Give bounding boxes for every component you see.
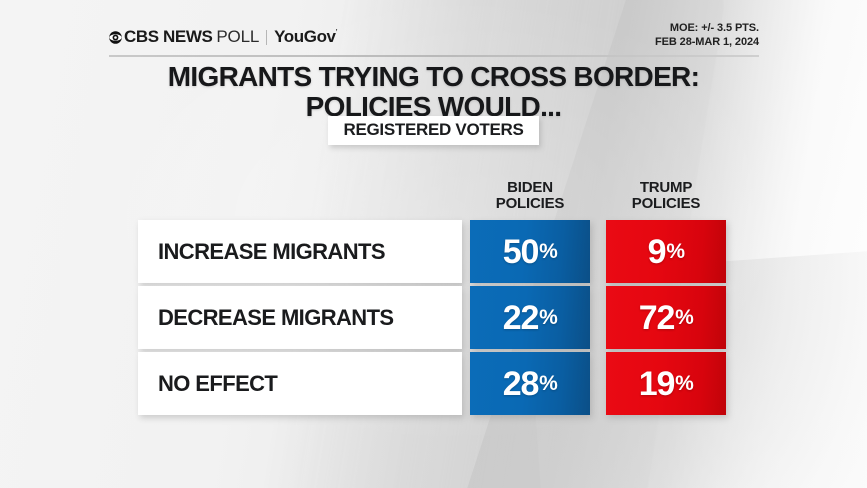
column-header-biden: BIDEN POLICIES: [470, 180, 590, 212]
margin-of-error-block: MOE: +/- 3.5 PTS. FEB 28-MAR 1, 2024: [655, 21, 759, 49]
results-table: INCREASE MIGRANTS 50% 9% DECREASE MIGRAN…: [138, 220, 726, 418]
registered-mark-icon: ’: [335, 27, 338, 38]
brand-divider: [266, 29, 268, 45]
row-value-trump-number: 9: [647, 232, 667, 271]
row-value-trump-percent-sign: %: [666, 239, 685, 263]
row-value-trump-percent-sign: %: [675, 305, 694, 329]
row-value-biden-percent-sign: %: [539, 305, 558, 329]
row-value-biden: 22%: [470, 286, 590, 349]
row-label: DECREASE MIGRANTS: [138, 286, 462, 349]
subtitle-container: REGISTERED VOTERS: [0, 116, 867, 145]
row-value-trump-percent-sign: %: [675, 371, 694, 395]
column-header-biden-line-2: POLICIES: [495, 195, 565, 212]
row-value-biden-number: 50: [502, 232, 540, 271]
header-divider: [109, 55, 759, 57]
brand-yougov-text: YouGov: [274, 27, 336, 46]
brand-poll: POLL: [216, 27, 260, 46]
subtitle-badge: REGISTERED VOTERS: [328, 116, 539, 145]
row-value-trump: 9%: [606, 220, 726, 283]
row-label: NO EFFECT: [138, 352, 462, 415]
cbs-eye-icon: [109, 30, 122, 44]
column-header-trump: TRUMP POLICIES: [606, 180, 726, 212]
row-value-biden: 50%: [470, 220, 590, 283]
page-title: MIGRANTS TRYING TO CROSS BORDER: POLICIE…: [0, 62, 867, 122]
brand-lockup: CBS NEWS POLL YouGov’: [109, 27, 338, 47]
brand-yougov: YouGov’: [274, 27, 337, 47]
row-value-biden-percent-sign: %: [539, 239, 558, 263]
row-value-trump-number: 19: [638, 364, 676, 403]
table-row: INCREASE MIGRANTS 50% 9%: [138, 220, 726, 283]
row-value-biden-number: 22: [502, 298, 540, 337]
row-value-biden-number: 28: [502, 364, 540, 403]
table-row: DECREASE MIGRANTS 22% 72%: [138, 286, 726, 349]
table-row: NO EFFECT 28% 19%: [138, 352, 726, 415]
row-value-biden: 28%: [470, 352, 590, 415]
row-value-trump: 72%: [606, 286, 726, 349]
column-header-trump-line-1: TRUMP: [639, 179, 693, 196]
row-value-biden-percent-sign: %: [539, 371, 558, 395]
brand-cbs-news: CBS NEWS: [124, 27, 213, 46]
header: CBS NEWS POLL YouGov’ MOE: +/- 3.5 PTS. …: [0, 0, 867, 57]
page-title-line-1: MIGRANTS TRYING TO CROSS BORDER:: [167, 61, 700, 92]
column-headers: BIDEN POLICIES TRUMP POLICIES: [470, 180, 726, 212]
row-value-trump-number: 72: [638, 298, 676, 337]
row-label: INCREASE MIGRANTS: [138, 220, 462, 283]
row-value-trump: 19%: [606, 352, 726, 415]
margin-of-error-line: MOE: +/- 3.5 PTS.: [669, 22, 759, 34]
column-header-trump-line-2: POLICIES: [631, 195, 701, 212]
column-header-biden-line-1: BIDEN: [507, 179, 553, 196]
field-dates-line: FEB 28-MAR 1, 2024: [655, 36, 759, 48]
